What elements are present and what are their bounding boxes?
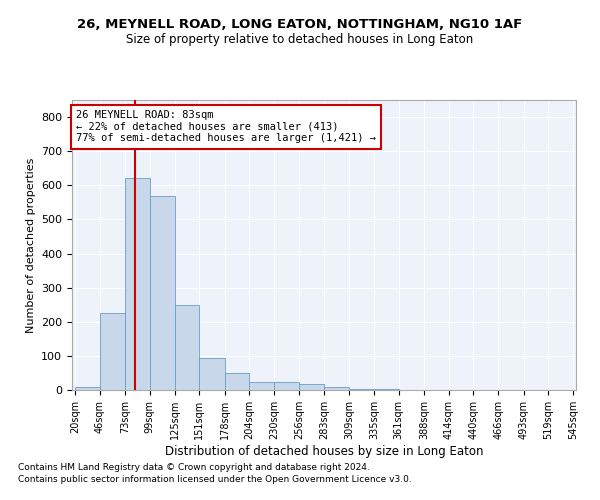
Bar [125,178,150,390]
Text: 26, MEYNELL ROAD, LONG EATON, NOTTINGHAM, NG10 1AF: 26, MEYNELL ROAD, LONG EATON, NOTTINGHAM… [77,18,523,30]
Bar [250,382,274,390]
Bar [274,382,299,390]
Bar [199,358,225,390]
Bar [325,388,349,390]
Bar [75,386,100,390]
Bar [349,388,374,390]
Bar [225,373,250,390]
Text: Size of property relative to detached houses in Long Eaton: Size of property relative to detached ho… [127,32,473,46]
Bar [299,384,325,390]
Text: Contains HM Land Registry data © Crown copyright and database right 2024.: Contains HM Land Registry data © Crown c… [18,462,370,471]
Text: 26 MEYNELL ROAD: 83sqm
← 22% of detached houses are smaller (413)
77% of semi-de: 26 MEYNELL ROAD: 83sqm ← 22% of detached… [76,110,376,144]
Bar [150,196,175,390]
Text: Contains public sector information licensed under the Open Government Licence v3: Contains public sector information licen… [18,475,412,484]
Bar [175,304,199,390]
X-axis label: Distribution of detached houses by size in Long Eaton: Distribution of detached houses by size … [165,444,483,458]
Bar [100,313,125,390]
Y-axis label: Number of detached properties: Number of detached properties [26,158,35,332]
